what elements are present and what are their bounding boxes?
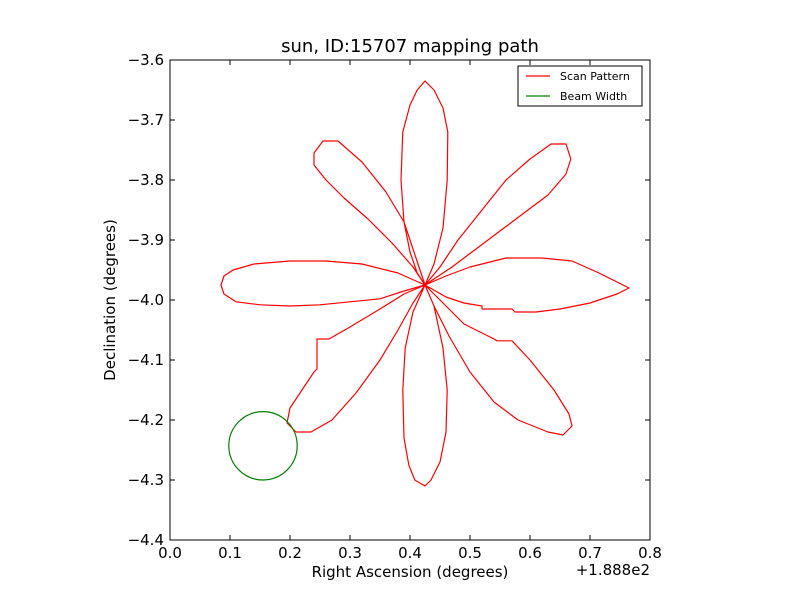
- x-tick-label: 0.2: [278, 544, 302, 562]
- y-tick-label: −4.1: [128, 351, 164, 369]
- x-tick-label: 0.3: [338, 544, 362, 562]
- legend-label-scan-pattern: Scan Pattern: [560, 70, 630, 83]
- legend-box: [517, 65, 643, 107]
- plot-background: [170, 60, 650, 540]
- legend-label-beam-width: Beam Width: [560, 90, 627, 103]
- y-tick-label: −4.4: [128, 531, 164, 549]
- y-tick-label: −3.8: [128, 171, 164, 189]
- x-tick-label: 0.8: [638, 544, 662, 562]
- x-tick-label: 0.6: [518, 544, 542, 562]
- y-tick-label: −4.0: [128, 291, 164, 309]
- y-ticks: −3.6 −3.7 −3.8 −3.9 −4.0 −4.1 −4.2 −4.3 −4.4: [128, 51, 650, 549]
- chart-title: sun, ID:15707 mapping path: [281, 36, 539, 57]
- y-tick-label: −3.7: [128, 111, 164, 129]
- x-offset-label: +1.888e2: [576, 561, 650, 579]
- y-tick-label: −4.3: [128, 471, 164, 489]
- series-beam-width: [228, 410, 298, 481]
- x-tick-label: 0.4: [398, 544, 422, 562]
- x-ticks: 0.0 0.1 0.2 0.3 0.4 0.5 0.6 0.7 0.8: [158, 60, 662, 562]
- y-axis-title: Declination (degrees): [101, 219, 119, 381]
- y-tick-label: −3.6: [128, 51, 164, 69]
- plot-frame: [169, 59, 651, 541]
- series-layer: [220, 80, 630, 487]
- legend: Scan Pattern Beam Width: [517, 65, 643, 107]
- x-axis-title: Right Ascension (degrees): [312, 563, 509, 581]
- y-tick-label: −3.9: [128, 231, 164, 249]
- x-tick-label: 0.0: [158, 544, 182, 562]
- series-scan-pattern: [220, 80, 630, 487]
- x-tick-label: 0.7: [578, 544, 602, 562]
- y-tick-label: −4.2: [128, 411, 164, 429]
- x-tick-label: 0.1: [218, 544, 242, 562]
- x-tick-label: 0.5: [458, 544, 482, 562]
